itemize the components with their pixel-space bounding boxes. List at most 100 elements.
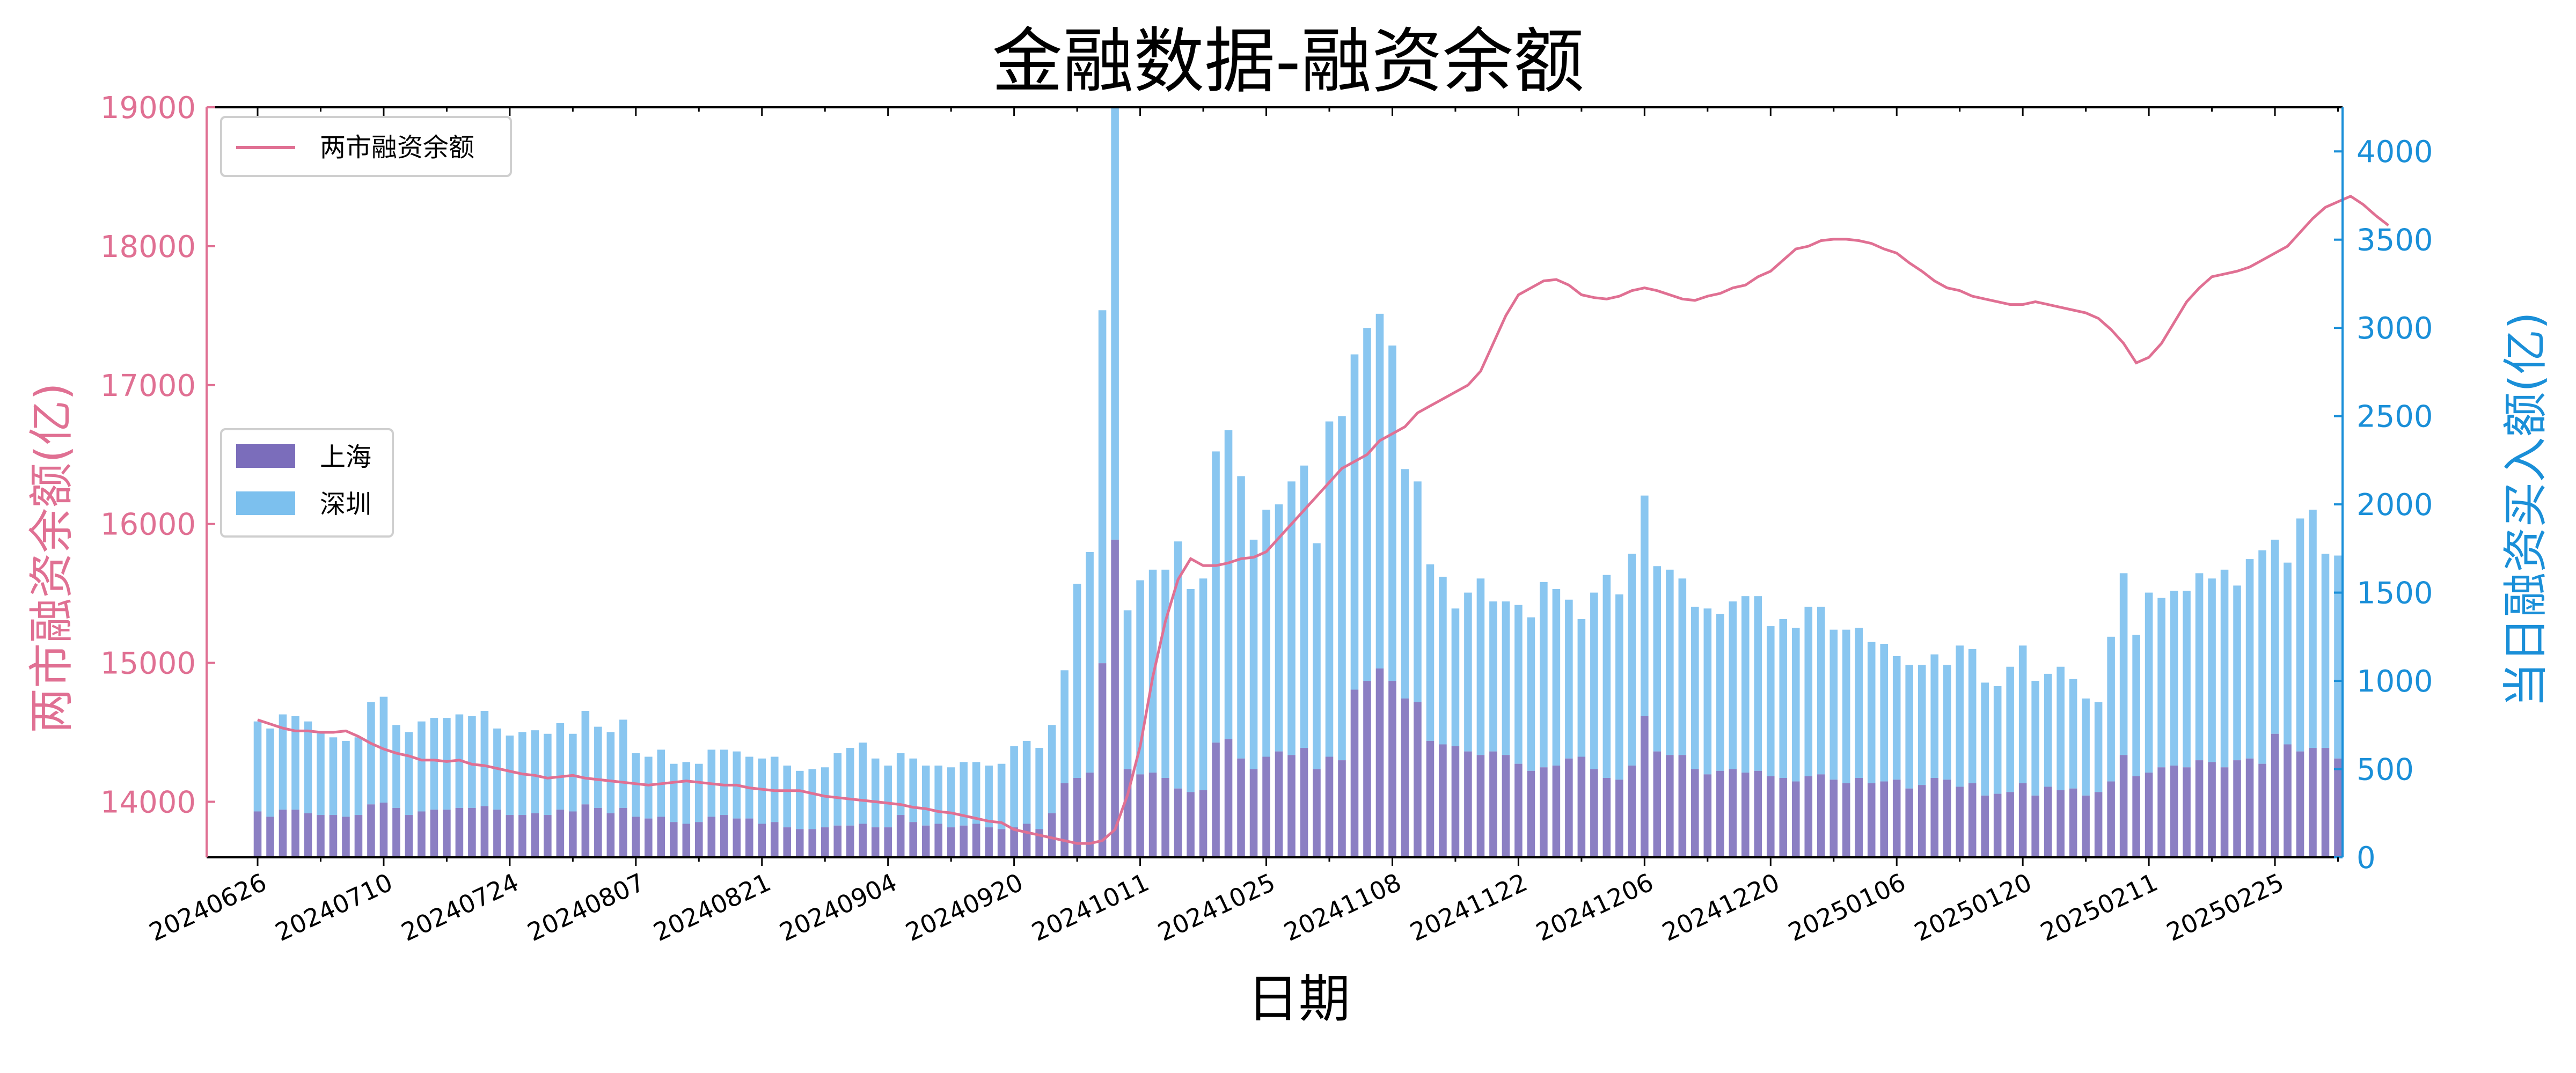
bar-shanghai [2233,760,2241,857]
bar-shanghai [1022,824,1031,857]
bar-shenzhen [2258,550,2266,764]
bar-shenzhen [606,732,615,813]
bar-shenzhen [1741,596,1750,773]
bar-shenzhen [581,710,590,805]
x-tick-label: 20241011 [1027,868,1153,947]
bar-shanghai [670,822,678,857]
bar-shenzhen [1224,430,1233,739]
legend-label-shenzhen: 深圳 [320,489,371,519]
bar-shanghai [2031,795,2039,857]
bar-shenzhen [1527,617,1535,771]
bar-shanghai [1414,702,1422,857]
bar-shenzhen [1338,416,1346,761]
bar-shenzhen [720,749,728,815]
bar-shanghai [1791,781,1800,857]
bar-shenzhen [758,758,766,824]
bar-shenzhen [1918,665,1926,785]
bar-shenzhen [1325,421,1334,757]
bar-shanghai [1779,777,1788,857]
bar-shanghai [871,827,880,857]
bar-shenzhen [1426,564,1435,741]
bar-shanghai [493,810,501,857]
legend-line-box [220,116,512,177]
bar-shanghai [1111,539,1119,857]
x-tick-label: 20240724 [397,868,523,947]
bar-shenzhen [1048,725,1056,813]
bar-shenzhen [2031,681,2039,796]
bar-shanghai [985,827,993,857]
bar-shanghai [833,825,842,857]
y-tick-right-label: 500 [2357,753,2414,788]
bar-shenzhen [1123,610,1132,769]
bar-shenzhen [1476,578,1485,755]
bars-layer [253,107,2342,857]
bar-shenzhen [556,723,565,810]
bar-shenzhen [1187,589,1195,792]
bar-shenzhen [2284,562,2292,745]
bar-shenzhen [2107,636,2115,782]
bar-shenzhen [2094,702,2103,792]
bar-shenzhen [960,762,968,826]
bar-shenzhen [317,732,325,815]
bar-shenzhen [253,721,262,812]
bar-shanghai [859,824,867,857]
bar-shanghai [783,827,792,857]
bar-shanghai [2309,748,2317,857]
bar-shanghai [2170,765,2178,857]
bar-shenzhen [1363,328,1371,681]
y-tick-right-label: 3500 [2357,223,2433,258]
bar-shanghai [921,825,930,857]
bar-shenzhen [291,716,299,810]
bar-shenzhen [1010,746,1018,828]
bar-shenzhen [1691,606,1699,769]
bar-shenzhen [1779,619,1788,778]
bar-shenzhen [833,753,842,826]
bar-shenzhen [2145,592,2153,773]
bar-shenzhen [1439,576,1447,745]
bar-shenzhen [2170,591,2178,766]
y-tick-right-label: 0 [2357,841,2376,876]
bar-shenzhen [367,702,375,805]
bar-shanghai [1552,765,1561,857]
bar-shenzhen [1502,601,1510,755]
bar-shanghai [506,815,514,857]
bar-shanghai [379,803,388,857]
bar-shenzhen [392,725,400,808]
bar-shanghai [745,818,753,857]
bar-shanghai [317,815,325,857]
x-tick-label: 20250120 [1910,868,2036,947]
bar-shenzhen [1022,740,1031,824]
bar-shenzhen [795,770,804,829]
bar-shenzhen [1287,481,1296,755]
bar-shanghai [884,827,892,857]
bar-shenzhen [1590,592,1598,769]
bar-shenzhen [871,758,880,828]
bar-shanghai [594,807,602,857]
x-tick-label: 20250211 [2036,868,2162,947]
bar-shanghai [682,824,691,857]
bar-shenzhen [569,733,577,812]
bar-shanghai [2006,792,2014,857]
bar-shanghai [645,818,653,857]
bar-shenzhen [1892,656,1901,780]
y-tick-left-label: 18000 [100,230,196,264]
bar-shenzhen [506,736,514,815]
bar-shenzhen [443,718,451,810]
bar-shenzhen [1414,481,1422,702]
bar-shenzhen [1855,628,1863,778]
bar-shanghai [1224,739,1233,857]
bar-shenzhen [1993,686,2002,794]
bar-shanghai [1930,777,1938,857]
bar-shenzhen [1514,605,1523,764]
bar-shanghai [1842,783,1850,857]
bar-shenzhen [1703,608,1712,775]
chart-title: 金融数据-融资余额 [992,20,1584,103]
bar-shenzhen [480,710,489,806]
bar-shenzhen [2309,509,2317,748]
bar-shenzhen [1641,495,1649,716]
y-axis-right-label: 当日融资买入额(亿) [2499,312,2552,708]
y-tick-left-label: 19000 [100,91,196,126]
bar-shanghai [1829,780,1838,857]
bar-shanghai [1641,716,1649,857]
